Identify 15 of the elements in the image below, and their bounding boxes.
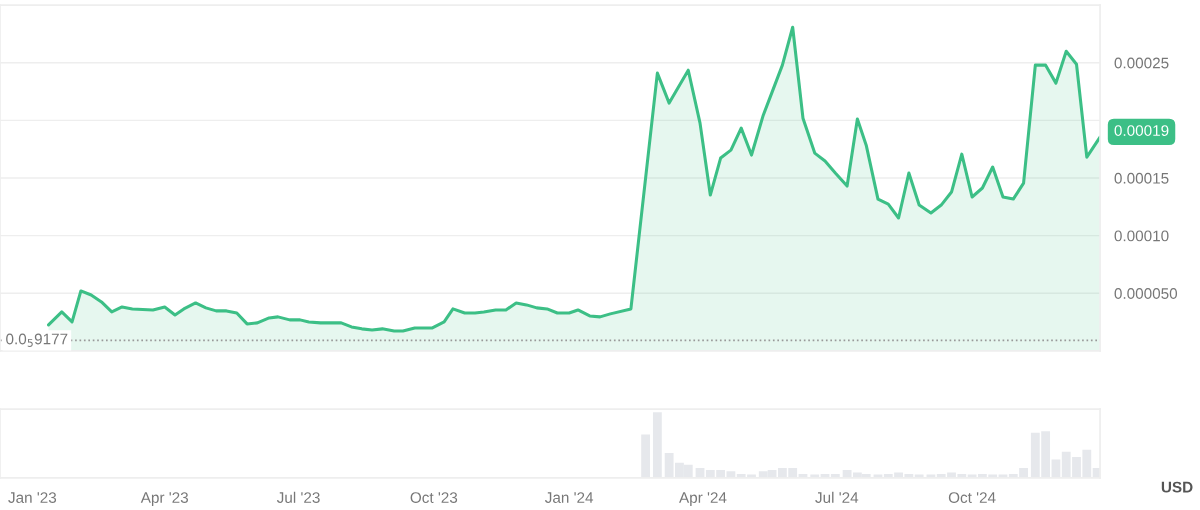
ref-line-label: 0.0$_{5}$9177 <box>6 333 68 347</box>
x-tick-label: Jan '23 <box>8 492 57 503</box>
x-tick-label: Apr '23 <box>140 492 189 506</box>
x-tick-label: Jan '24 <box>544 492 594 503</box>
y-tick-label: 0.00015 <box>1114 172 1169 184</box>
x-tick-label: Oct '23 <box>410 492 458 503</box>
x-tick-label: Jul '24 <box>815 491 859 503</box>
x-tick-label: Oct '24 <box>948 492 996 503</box>
y-tick-label: 0.00010 <box>1114 230 1169 242</box>
text: USD <box>1161 481 1193 493</box>
x-tick-label: Jul '23 <box>276 491 320 503</box>
y-tick-label: 0.000050 <box>1114 288 1178 299</box>
annotation: 0.00019 <box>1114 125 1169 136</box>
x-tick-label: Apr '24 <box>679 492 727 506</box>
y-tick-label: 0.00025 <box>1114 57 1169 69</box>
